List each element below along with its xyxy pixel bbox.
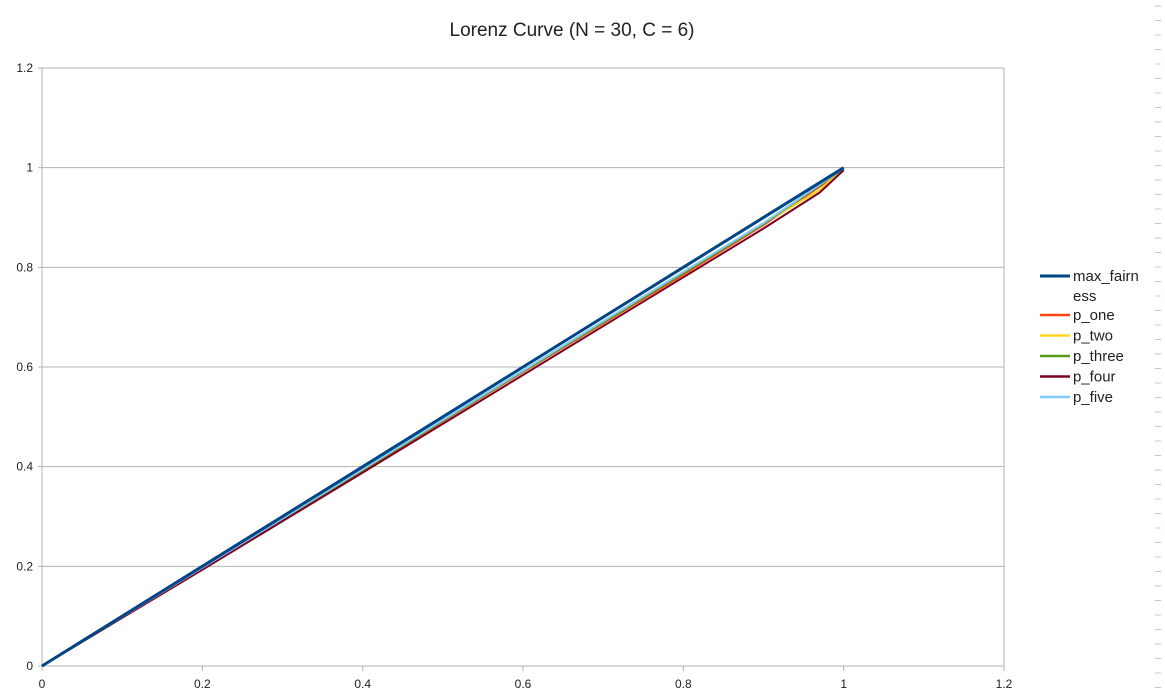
series-layer [41, 166, 845, 668]
side-ruler [1155, 5, 1161, 688]
y-tick-label: 0.2 [16, 559, 33, 573]
x-tick-label: 0.4 [354, 677, 371, 691]
legend-label-p-five: p_five [1073, 389, 1113, 406]
x-tick-label: 0.2 [194, 677, 211, 691]
chart-title: Lorenz Curve (N = 30, C = 6) [450, 20, 695, 41]
y-tick-label: 0.6 [16, 360, 33, 374]
legend-label-p-three: p_three [1073, 348, 1124, 365]
x-tick-label: 1.2 [996, 677, 1013, 691]
legend-label-max-fairness-wrap: ess [1073, 288, 1096, 305]
legend-label-p-one: p_one [1073, 307, 1115, 324]
x-tick-label: 0.8 [675, 677, 692, 691]
tick-layer: 0 0.2 0.4 0.6 0.8 1 1.2 0 0.2 0.4 0.6 0.8 1 1.2 [16, 61, 1012, 691]
y-tick-label: 0 [26, 659, 33, 673]
legend-label-p-two: p_two [1073, 328, 1113, 345]
series-line-max-fairness [41, 166, 845, 668]
y-tick-label: 1.2 [16, 61, 33, 75]
x-tick-label: 0 [39, 677, 46, 691]
series-line-p-four [41, 169, 845, 667]
x-tick-label: 0.6 [515, 677, 532, 691]
y-tick-label: 0.4 [16, 460, 33, 474]
legend-label-p-four: p_four [1073, 369, 1116, 386]
x-tick-label: 1 [840, 677, 847, 691]
y-tick-label: 1 [26, 161, 33, 175]
legend-label-max-fairness: max_fairn [1073, 268, 1139, 285]
grid-layer [38, 67, 1005, 671]
y-tick-label: 0.8 [16, 260, 33, 274]
